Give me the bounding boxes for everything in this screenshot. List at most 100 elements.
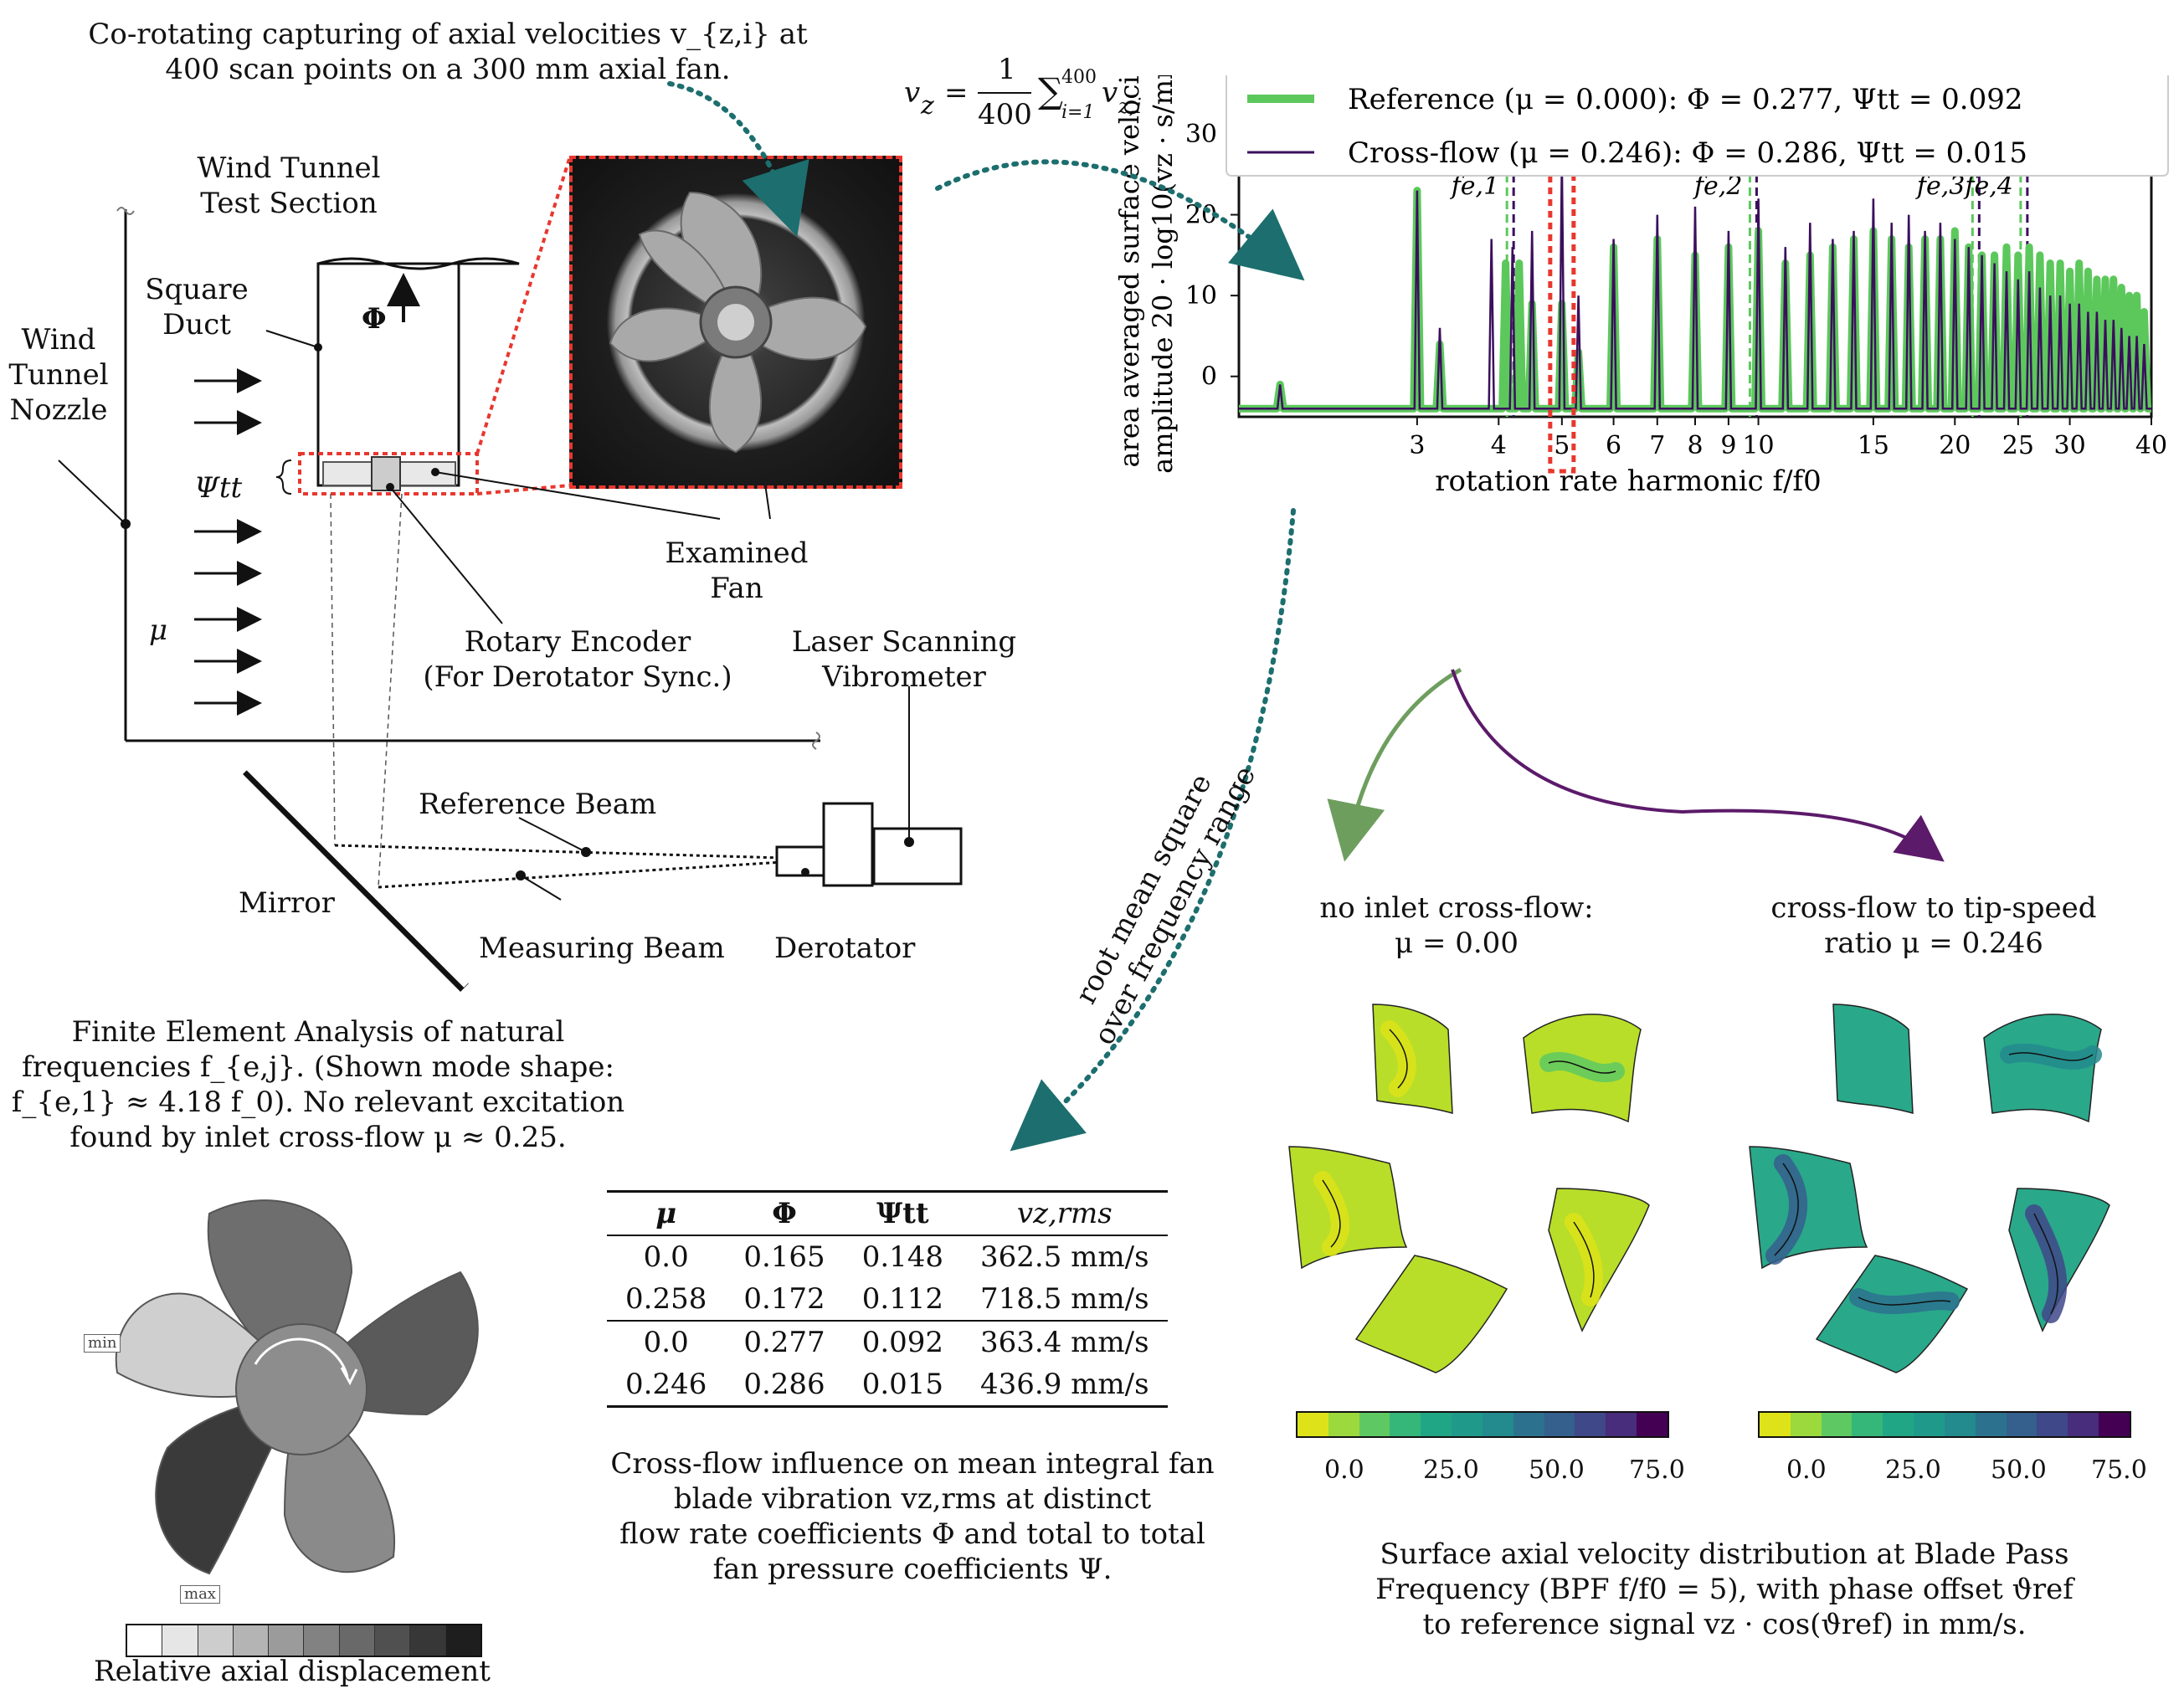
right-velocity-map	[1733, 979, 2151, 1398]
top-caption-line-1: Co-rotating capturing of axial velocitie…	[59, 17, 837, 52]
measuring-beam-line	[378, 862, 783, 887]
table-cell: 362.5 mm/s	[962, 1235, 1168, 1278]
laser-vibrometer-label: Laser Scanning Vibrometer	[770, 624, 1038, 695]
fea-caption-4: found by inlet cross-flow μ ≈ 0.25.	[0, 1120, 636, 1155]
table-header: Φ	[725, 1192, 843, 1236]
formula-fraction-bar	[978, 92, 1031, 94]
laser-vibrometer-label-1: Laser Scanning	[770, 624, 1038, 660]
top-caption: Co-rotating capturing of axial velocitie…	[59, 17, 837, 87]
table-header: μ	[607, 1192, 725, 1236]
x-tick-label: 25	[2002, 431, 2034, 460]
colorbar-segment	[1976, 1413, 2007, 1436]
x-tick-label: 3	[1409, 431, 1425, 460]
vibrometer-box	[874, 829, 961, 884]
fea-caption-2: frequencies f_{e,j}. (Shown mode shape:	[0, 1050, 636, 1085]
right-colorbar-tick: 0.0	[1786, 1453, 1827, 1488]
table-row: 0.0 0.165 0.148 362.5 mm/s	[607, 1235, 1168, 1278]
map-blade	[1750, 1147, 1867, 1268]
wind-tunnel-title-2: Test Section	[151, 186, 427, 221]
formula-lhs-sub: z	[921, 89, 934, 124]
table-row: 0.246 0.286 0.015 436.9 mm/s	[607, 1363, 1168, 1407]
maps-caption: Surface axial velocity distribution at B…	[1306, 1537, 2143, 1642]
map-blade	[1356, 1255, 1507, 1373]
colorbar-segment	[2037, 1413, 2068, 1436]
x-tick-label: 5	[1554, 431, 1570, 460]
fea-colorbar-segment	[198, 1625, 234, 1656]
table-cell: 0.112	[844, 1278, 962, 1321]
table-caption-1: Cross-flow influence on mean integral fa…	[578, 1446, 1247, 1481]
fea-colorbar-segment	[340, 1625, 375, 1656]
right-map-title: cross-flow to tip-speed ratio μ = 0.246	[1741, 891, 2126, 961]
maps-caption-3: to reference signal vz · cos(ϑref) in mm…	[1306, 1607, 2143, 1642]
left-colorbar-tick: 25.0	[1423, 1453, 1479, 1488]
x-tick-label: 4	[1491, 431, 1507, 460]
formula-eq: =	[944, 75, 969, 110]
x-axis-label: rotation rate harmonic f/f0	[1435, 465, 1822, 498]
colorbar-segment	[1575, 1413, 1606, 1436]
fea-min-label: min	[84, 1334, 121, 1353]
y-axis-label: area averaged surface velocity	[1113, 75, 1145, 468]
x-tick-label: 9	[1720, 431, 1736, 460]
wind-tunnel-title-1: Wind Tunnel	[151, 151, 427, 186]
colorbar-segment	[1791, 1413, 1822, 1436]
nozzle-label: Wind Tunnel Nozzle	[0, 322, 117, 428]
mirror-label: Mirror	[239, 886, 335, 921]
left-colorbar-tick: 75.0	[1629, 1453, 1685, 1488]
colorbar-segment	[1452, 1413, 1483, 1436]
fea-colorbar-segment	[375, 1625, 410, 1656]
y-tick-label: 30	[1185, 120, 1217, 149]
table-cell: 0.092	[844, 1321, 962, 1363]
right-colorbar-tick: 75.0	[2091, 1453, 2147, 1488]
formula-num: 1	[998, 52, 1016, 87]
fan-photo	[569, 156, 902, 489]
rms-label-1: root mean square	[1046, 726, 1241, 1053]
x-tick-label: 6	[1606, 431, 1621, 460]
fea-mode-shape	[75, 1163, 527, 1615]
colorbar-segment	[1945, 1413, 1976, 1436]
colorbar-segment	[1883, 1413, 1914, 1436]
colorbar-segment	[1852, 1413, 1883, 1436]
colorbar-segment	[1760, 1413, 1791, 1436]
fea-caption-1: Finite Element Analysis of natural	[0, 1014, 636, 1050]
table-cell: 0.277	[725, 1321, 843, 1363]
nozzle-label-3: Nozzle	[0, 393, 117, 428]
table-cell: 0.015	[844, 1363, 962, 1407]
right-colorbar-tick: 50.0	[1991, 1453, 2047, 1488]
colorbar-segment	[1328, 1413, 1359, 1436]
rotary-encoder-label-1: Rotary Encoder	[402, 624, 753, 660]
fea-colorbar-segment	[127, 1625, 162, 1656]
formula-sum: ∑	[1038, 74, 1063, 109]
right-colorbar	[1758, 1411, 2131, 1438]
fea-colorbar-segment	[234, 1625, 269, 1656]
reference-beam-label: Reference Beam	[419, 787, 656, 822]
fea-caption-3: f_{e,1} ≈ 4.18 f_0). No relevant excitat…	[0, 1085, 636, 1120]
square-duct-label-1: Square	[126, 272, 268, 307]
square-duct-label-2: Duct	[126, 307, 268, 342]
colorbar-segment	[1914, 1413, 1945, 1436]
table-cell: 436.9 mm/s	[962, 1363, 1168, 1407]
colorbar-segment	[2099, 1413, 2130, 1436]
table-cell: 0.172	[725, 1278, 843, 1321]
x-tick-label: 15	[1858, 431, 1889, 460]
square-duct	[318, 259, 519, 485]
wind-tunnel-title: Wind Tunnel Test Section	[151, 151, 427, 221]
fea-colorbar-segment	[269, 1625, 304, 1656]
inflow-arrows	[194, 381, 260, 703]
y-tick-label: 20	[1185, 201, 1217, 230]
rms-label: root mean square over frequency range	[1046, 726, 1272, 1069]
top-caption-line-2: 400 scan points on a 300 mm axial fan.	[59, 52, 837, 87]
map-blade	[1289, 1147, 1406, 1268]
table-caption-4: fan pressure coefficients Ψ.	[578, 1552, 1247, 1587]
table-cell: 363.4 mm/s	[962, 1321, 1168, 1363]
table-cell: 0.258	[607, 1278, 725, 1321]
table-cell: 0.286	[725, 1363, 843, 1407]
colorbar-segment	[1298, 1413, 1328, 1436]
derotator-box	[777, 847, 824, 875]
legend-entry-reference: Reference (μ = 0.000): Φ = 0.277, Ψtt = …	[1348, 83, 2023, 116]
nozzle-label-1: Wind	[0, 322, 117, 357]
colorbar-segment	[1637, 1413, 1668, 1436]
colorbar-segment	[1359, 1413, 1390, 1436]
table-row: 0.0 0.277 0.092 363.4 mm/s	[607, 1321, 1168, 1363]
table-caption-2: blade vibration vz,rms at distinct	[578, 1481, 1247, 1517]
laser-vibrometer-label-2: Vibrometer	[770, 660, 1038, 695]
